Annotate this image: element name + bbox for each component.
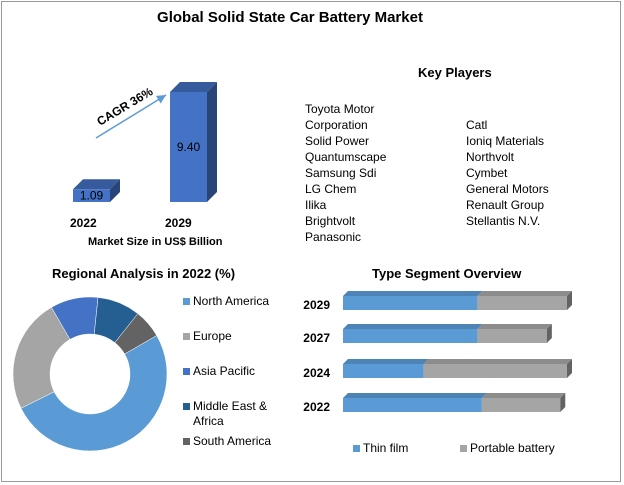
legend-label: Africa — [193, 414, 224, 428]
regional-chart-title: Regional Analysis in 2022 (%) — [52, 266, 236, 281]
legend-swatch — [183, 333, 190, 340]
key-player: Northvolt — [466, 150, 515, 164]
cagr-arrow — [95, 94, 167, 139]
legend-label: Europe — [193, 329, 232, 343]
legend-europe: Europe — [183, 329, 232, 344]
segment-year-label: 2024 — [303, 366, 330, 380]
bar-value-label: 1.09 — [80, 189, 104, 203]
key-player: Samsung Sdi — [305, 166, 377, 180]
bar-side — [546, 324, 552, 343]
type-segment-bars: 2029 2027 2024 2022 — [303, 291, 572, 414]
legend-swatch — [460, 445, 467, 452]
segment-year-label: 2022 — [303, 400, 330, 414]
segment-thin-film — [343, 364, 424, 378]
key-player: Ilika — [305, 198, 327, 212]
donut-slice-south-america — [114, 313, 158, 355]
legend-label: Portable battery — [470, 441, 555, 455]
legend-swatch — [183, 403, 190, 410]
legend-swatch — [183, 298, 190, 305]
key-player: General Motors — [466, 182, 549, 196]
segment-row-2024: 2024 — [303, 359, 572, 380]
regional-donut-chart — [12, 296, 168, 452]
key-player: Panasonic — [305, 230, 362, 244]
segment-year-label: 2029 — [303, 298, 330, 312]
key-player: Cymbet — [466, 166, 508, 180]
bar-top — [343, 324, 483, 329]
key-player: Solid Power — [305, 134, 370, 148]
bar-top — [477, 324, 552, 329]
key-players-column-2: Catl Ioniq Materials Northvolt Cymbet Ge… — [466, 117, 549, 229]
bar-side — [110, 179, 120, 202]
key-player: Renault Group — [466, 198, 545, 212]
legend-label: Asia Pacific — [193, 364, 256, 378]
bar-side — [567, 291, 572, 310]
legend-middle-east-africa: Middle East & Africa — [183, 399, 268, 429]
bar-top — [170, 82, 217, 92]
bar-top — [343, 359, 429, 364]
key-player: Stellantis N.V. — [466, 214, 541, 228]
legend-thin-film: Thin film — [353, 441, 409, 456]
legend-asia-pacific: Asia Pacific — [183, 364, 256, 379]
bar-side — [567, 359, 572, 378]
bar-top — [477, 291, 572, 296]
segment-row-2022: 2022 — [303, 393, 566, 414]
type-segment-title: Type Segment Overview — [372, 266, 522, 281]
bar-top — [343, 393, 487, 398]
legend-north-america: North America — [183, 294, 270, 309]
market-bar-2022: 1.09 — [73, 179, 120, 203]
donut-slice-north-america — [20, 335, 168, 452]
segment-thin-film — [343, 329, 478, 343]
legend-south-america: South America — [183, 434, 272, 449]
key-player: LG Chem — [305, 182, 357, 196]
legend-swatch — [183, 368, 190, 375]
bar-category-2022: 2022 — [70, 216, 97, 230]
legend-portable-battery: Portable battery — [460, 441, 555, 456]
bar-top — [343, 291, 483, 296]
segment-thin-film — [343, 296, 478, 310]
bar-side — [560, 393, 566, 412]
key-player: Quantumscape — [305, 150, 387, 164]
key-player: Corporation — [305, 118, 368, 132]
key-players-title: Key Players — [418, 65, 492, 80]
legend-label: North America — [193, 294, 270, 308]
segment-thin-film — [343, 398, 482, 412]
key-players-column-1: Toyota Motor Corporation Solid Power Qua… — [305, 101, 386, 245]
bar-top — [481, 393, 566, 398]
key-player: Brightvolt — [305, 214, 356, 228]
market-size-bars: 1.09 9.40 — [73, 82, 217, 203]
legend-swatch — [183, 438, 190, 445]
bar-top — [73, 179, 120, 190]
bar-side — [207, 82, 217, 202]
segment-portable-battery — [477, 296, 567, 310]
page-title: Global Solid State Car Battery Market — [157, 9, 423, 26]
legend-label: Middle East & — [193, 399, 268, 413]
market-bar-2029: 9.40 — [170, 82, 217, 202]
market-size-xlabel: Market Size in US$ Billion — [88, 236, 223, 248]
bar-front — [170, 92, 207, 202]
bar-category-2029: 2029 — [165, 216, 192, 230]
legend-label: Thin film — [363, 441, 409, 455]
segment-portable-battery — [423, 364, 567, 378]
legend-label: South America — [193, 434, 272, 448]
key-player: Ioniq Materials — [466, 134, 545, 148]
segment-portable-battery — [477, 329, 547, 343]
legend-swatch — [353, 445, 360, 452]
key-player: Toyota Motor — [305, 102, 375, 116]
bar-top — [423, 359, 572, 364]
segment-row-2029: 2029 — [303, 291, 572, 312]
segment-year-label: 2027 — [303, 331, 330, 345]
segment-row-2027: 2027 — [303, 324, 552, 345]
segment-portable-battery — [481, 398, 561, 412]
bar-front — [73, 189, 110, 202]
bar-value-label: 9.40 — [177, 140, 201, 154]
key-player: Catl — [466, 118, 488, 132]
